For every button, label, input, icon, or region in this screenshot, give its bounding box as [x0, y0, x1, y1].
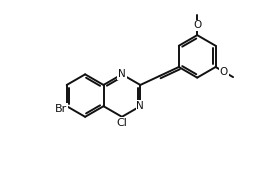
Text: N: N	[136, 101, 144, 111]
Text: Br: Br	[55, 104, 67, 114]
Text: O: O	[220, 67, 228, 77]
Text: N: N	[118, 69, 126, 79]
Text: Cl: Cl	[116, 118, 127, 128]
Text: O: O	[193, 21, 201, 30]
